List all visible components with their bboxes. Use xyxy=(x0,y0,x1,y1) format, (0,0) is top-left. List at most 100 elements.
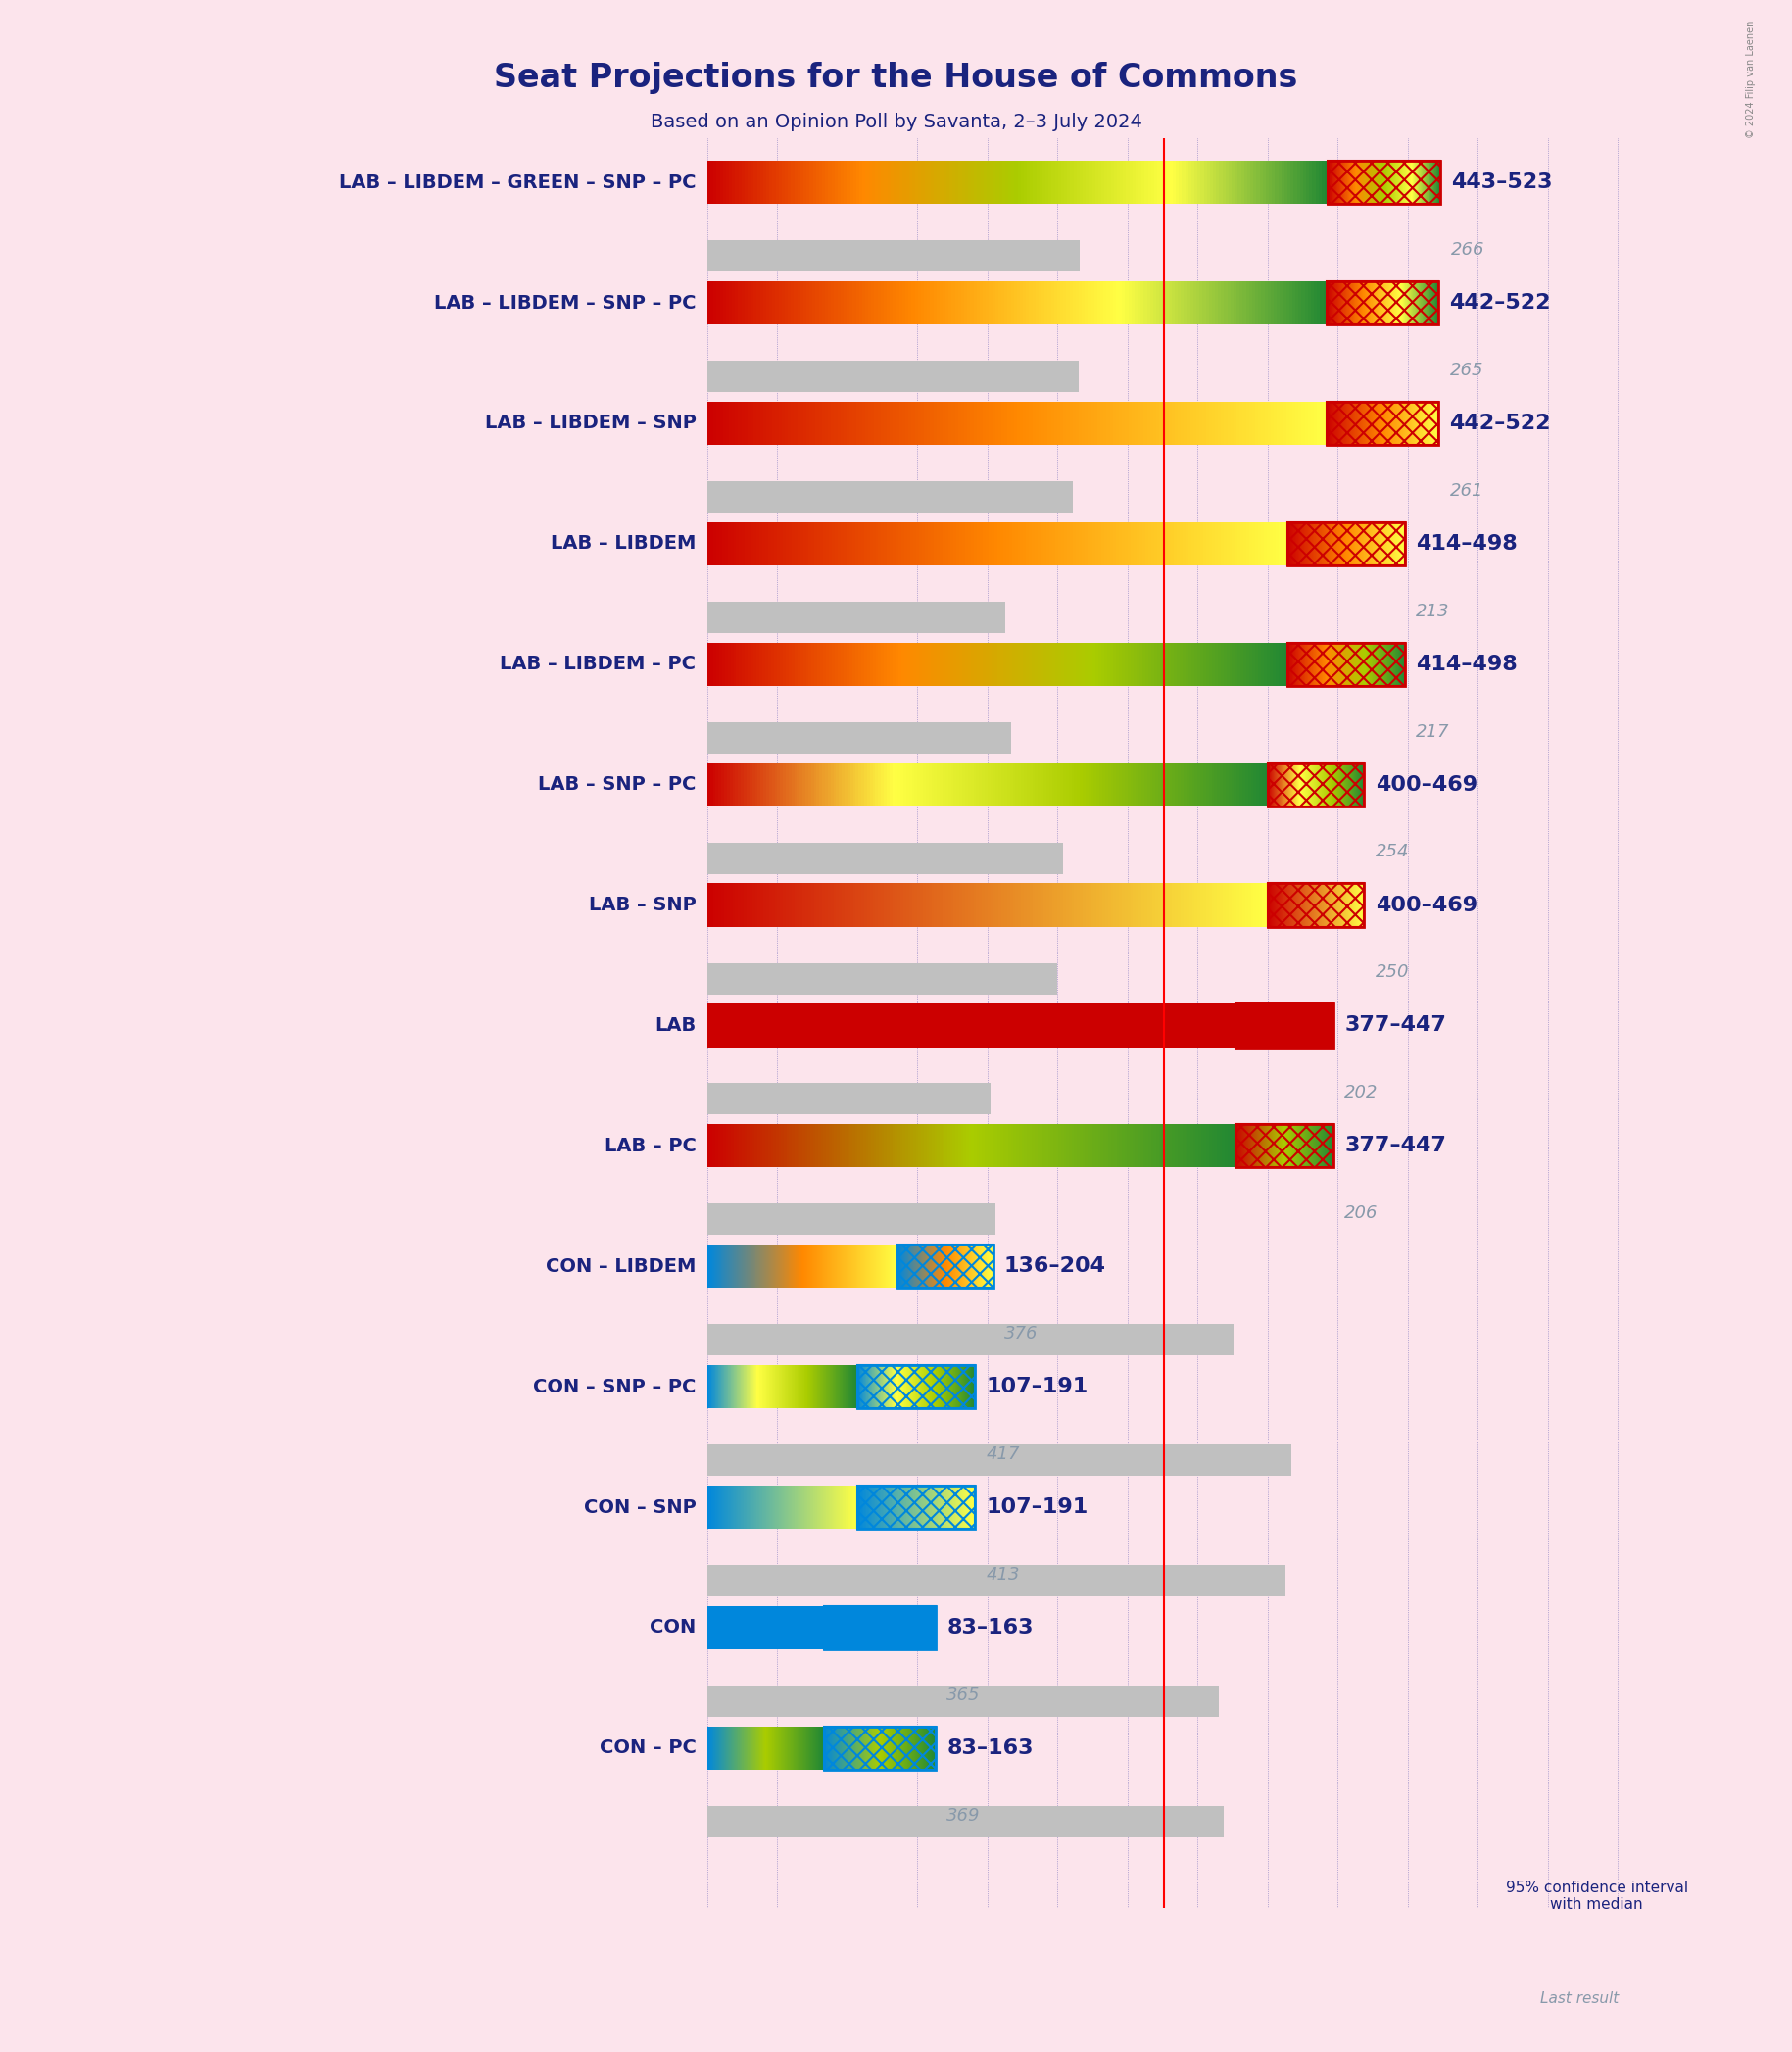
Bar xyxy=(1186,281,1192,324)
Bar xyxy=(797,763,801,806)
Bar xyxy=(1263,642,1267,685)
Bar xyxy=(744,1124,747,1168)
Bar xyxy=(926,402,930,445)
Bar xyxy=(1256,160,1260,203)
Bar xyxy=(901,882,905,928)
Bar xyxy=(1131,642,1134,685)
Bar xyxy=(1079,402,1082,445)
Bar xyxy=(1165,521,1168,566)
Bar xyxy=(953,642,957,685)
Bar xyxy=(844,521,848,566)
Bar xyxy=(971,1124,975,1168)
Bar xyxy=(1088,642,1091,685)
Bar xyxy=(1211,402,1215,445)
Text: Last result: Last result xyxy=(1541,1990,1620,2007)
Bar xyxy=(995,1124,998,1168)
Bar xyxy=(756,642,760,685)
Bar xyxy=(1262,521,1265,566)
Bar xyxy=(753,882,756,928)
Bar xyxy=(1199,402,1202,445)
Bar xyxy=(1113,521,1116,566)
Bar xyxy=(1258,642,1262,685)
Bar xyxy=(937,1124,941,1168)
Bar xyxy=(1133,882,1136,928)
Bar xyxy=(708,1445,1292,1475)
Bar xyxy=(993,882,996,928)
Bar xyxy=(1150,1124,1154,1168)
Bar xyxy=(1021,160,1025,203)
Bar xyxy=(914,1124,916,1168)
Bar xyxy=(735,281,738,324)
Bar xyxy=(1244,402,1247,445)
Bar xyxy=(903,882,907,928)
Bar xyxy=(769,642,772,685)
Bar xyxy=(844,642,848,685)
Bar xyxy=(1045,160,1050,203)
Bar xyxy=(749,1124,753,1168)
Bar xyxy=(1048,281,1052,324)
Bar xyxy=(1140,1124,1143,1168)
Bar xyxy=(930,642,934,685)
Bar xyxy=(1240,402,1244,445)
Bar xyxy=(866,281,869,324)
Bar xyxy=(1150,763,1154,806)
Bar xyxy=(1590,1929,1638,1962)
Bar xyxy=(998,1124,1002,1168)
Bar xyxy=(943,763,946,806)
Bar xyxy=(780,763,783,806)
Bar xyxy=(1183,521,1186,566)
Bar xyxy=(1228,402,1231,445)
Bar xyxy=(926,763,930,806)
Bar xyxy=(1104,1124,1107,1168)
Bar xyxy=(1163,160,1167,203)
Bar xyxy=(767,882,769,928)
Text: 376: 376 xyxy=(1004,1326,1038,1342)
Bar xyxy=(830,521,833,566)
Bar xyxy=(1011,402,1014,445)
Bar xyxy=(756,402,760,445)
Bar xyxy=(1016,402,1021,445)
Bar xyxy=(1256,882,1260,928)
Bar xyxy=(1002,763,1005,806)
Bar xyxy=(828,882,831,928)
Bar xyxy=(1220,281,1226,324)
Bar xyxy=(826,1124,830,1168)
Bar xyxy=(1063,763,1066,806)
Bar xyxy=(840,160,844,203)
Bar xyxy=(1070,521,1073,566)
Bar xyxy=(1118,763,1122,806)
Bar xyxy=(1066,882,1070,928)
Bar xyxy=(853,882,857,928)
Bar xyxy=(853,160,857,203)
Bar xyxy=(1285,160,1288,203)
Bar xyxy=(740,882,744,928)
Bar xyxy=(1027,402,1030,445)
Bar xyxy=(713,160,717,203)
Bar xyxy=(1172,882,1176,928)
Bar xyxy=(1127,521,1131,566)
Bar xyxy=(903,160,907,203)
Bar xyxy=(797,521,801,566)
Text: 365: 365 xyxy=(946,1687,980,1703)
Bar xyxy=(864,763,867,806)
Bar xyxy=(1142,642,1145,685)
Bar xyxy=(1104,642,1107,685)
Bar xyxy=(1185,160,1188,203)
Bar xyxy=(710,281,715,324)
Bar xyxy=(1186,521,1190,566)
Bar xyxy=(1301,402,1305,445)
Bar xyxy=(1296,402,1299,445)
Bar xyxy=(1271,642,1274,685)
Bar xyxy=(966,521,969,566)
Bar xyxy=(1107,882,1111,928)
Bar xyxy=(767,763,769,806)
Bar xyxy=(792,882,796,928)
Bar xyxy=(733,882,737,928)
Bar xyxy=(1133,1124,1136,1168)
Bar xyxy=(742,642,745,685)
Bar xyxy=(946,763,950,806)
Bar xyxy=(1145,160,1149,203)
Bar xyxy=(1314,402,1317,445)
Bar xyxy=(842,763,846,806)
Bar xyxy=(735,882,738,928)
